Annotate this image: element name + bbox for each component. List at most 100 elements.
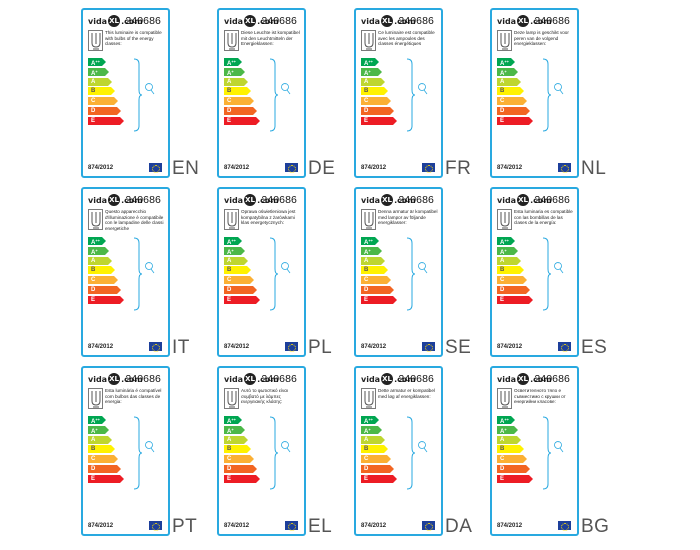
- energy-class-letter: E: [364, 475, 369, 482]
- model-number: 240686: [125, 194, 161, 206]
- energy-class-bar: A+: [361, 425, 382, 435]
- bracket-icon: [542, 58, 552, 132]
- bracket-icon: [406, 237, 416, 311]
- energy-label-el: vida XL .com 240686 Αυτό το φωτιστικό είνα…: [217, 366, 306, 536]
- brand-logo: vida XL .com: [497, 373, 552, 385]
- energy-class-bar: A+: [88, 425, 109, 435]
- energy-class-letter: A: [500, 70, 505, 77]
- energy-class-letter: A: [227, 249, 232, 256]
- energy-class-scale: A++ A+ A B C D E: [224, 58, 260, 127]
- energy-class-plus: ++: [95, 417, 101, 422]
- energy-class-letter: A: [91, 249, 96, 256]
- bracket-icon: [542, 416, 552, 490]
- energy-class-bar: A++: [88, 416, 106, 425]
- energy-class-bar: E: [497, 116, 533, 125]
- energy-class-letter: E: [364, 117, 369, 124]
- eu-flag-icon: [558, 521, 571, 531]
- energy-class-plus: ++: [95, 59, 101, 64]
- energy-class-bar: B: [497, 445, 524, 454]
- energy-class-letter: A: [91, 428, 96, 435]
- energy-class-letter: A: [227, 257, 232, 264]
- energy-class-bar: D: [224, 106, 257, 115]
- energy-class-bar: E: [88, 474, 124, 483]
- energy-class-bar: C: [88, 455, 118, 464]
- energy-class-bar: A+: [88, 67, 109, 77]
- energy-class-bar: E: [361, 295, 397, 304]
- energy-class-plus: +: [504, 68, 507, 74]
- energy-label-es: vida XL .com 240686 Esta luminaria es comp…: [490, 187, 579, 357]
- energy-class-letter: D: [227, 286, 232, 293]
- energy-class-letter: A: [227, 240, 232, 246]
- language-code: IT: [172, 337, 190, 358]
- energy-class-letter: B: [91, 88, 96, 95]
- energy-label-fr: vida XL .com 240686 Ce luminaire est compa…: [354, 8, 443, 178]
- eu-flag-icon: [285, 521, 298, 531]
- energy-class-letter: B: [364, 446, 369, 453]
- energy-class-letter: A: [364, 419, 369, 425]
- energy-class-letter: D: [91, 107, 96, 114]
- energy-class-bar: A: [88, 435, 112, 444]
- energy-class-letter: A: [91, 436, 96, 443]
- energy-class-letter: B: [364, 267, 369, 274]
- energy-class-letter: B: [91, 267, 96, 274]
- energy-class-bar: C: [88, 97, 118, 106]
- energy-class-letter: A: [500, 61, 505, 67]
- energy-class-letter: A: [364, 257, 369, 264]
- energy-class-bar: A++: [88, 58, 106, 67]
- energy-class-bar: A++: [224, 58, 242, 67]
- energy-class-bar: D: [497, 285, 530, 294]
- brand-logo: vida XL .com: [497, 194, 552, 206]
- lamp-icon: [224, 30, 239, 51]
- energy-class-bar: E: [361, 474, 397, 483]
- energy-class-letter: A: [500, 240, 505, 246]
- energy-class-letter: E: [227, 475, 232, 482]
- model-number: 240686: [125, 15, 161, 27]
- bulb-icon: [145, 83, 155, 95]
- energy-class-bar: B: [224, 87, 251, 96]
- compatibility-text: Αυτό το φωτιστικό είναι συμβατό με λάμπε…: [241, 388, 288, 404]
- bracket-icon: [269, 58, 279, 132]
- energy-class-bar: B: [361, 445, 388, 454]
- energy-class-bar: E: [361, 116, 397, 125]
- energy-class-letter: E: [91, 117, 96, 124]
- energy-class-bar: D: [224, 285, 257, 294]
- bulb-icon: [554, 262, 564, 274]
- regulation-number: 874/2012: [497, 344, 523, 350]
- energy-class-bar: D: [497, 464, 530, 473]
- lamp-icon: [497, 388, 512, 409]
- language-code: SE: [445, 337, 472, 358]
- energy-class-letter: B: [227, 446, 232, 453]
- energy-class-letter: A: [91, 240, 96, 246]
- lamp-icon: [497, 209, 512, 230]
- brand-logo: vida XL .com: [497, 15, 552, 27]
- lamp-icon: [88, 209, 103, 230]
- energy-class-bar: A++: [497, 58, 515, 67]
- energy-class-plus: +: [368, 426, 371, 432]
- language-code: PL: [308, 337, 333, 358]
- energy-class-bar: A++: [88, 237, 106, 246]
- energy-class-bar: E: [224, 474, 260, 483]
- eu-flag-icon: [422, 163, 435, 173]
- energy-class-letter: A: [91, 419, 96, 425]
- language-code: EN: [172, 158, 200, 179]
- regulation-number: 874/2012: [88, 344, 114, 350]
- energy-class-bar: A+: [361, 67, 382, 77]
- energy-class-letter: A: [364, 436, 369, 443]
- energy-class-letter: B: [227, 267, 232, 274]
- energy-class-plus: +: [95, 68, 98, 74]
- bulb-icon: [281, 441, 291, 453]
- energy-class-letter: C: [227, 98, 232, 105]
- compatibility-text: Dette armatur er kompatibel med løg af e…: [378, 388, 435, 399]
- energy-class-scale: A++ A+ A B C D E: [497, 237, 533, 306]
- model-number: 240686: [261, 373, 297, 385]
- bracket-icon: [133, 58, 143, 132]
- energy-class-letter: A: [500, 419, 505, 425]
- energy-class-letter: E: [500, 117, 505, 124]
- energy-class-plus: +: [95, 247, 98, 253]
- model-number: 240686: [398, 373, 434, 385]
- energy-class-plus: +: [368, 247, 371, 253]
- compatibility-text: Oprawa oświetleniowa jest kompatybilna z…: [241, 209, 296, 225]
- compatibility-text: This luminaire is compatible with bulbs …: [105, 30, 162, 46]
- energy-class-letter: B: [500, 88, 505, 95]
- language-code: NL: [581, 158, 607, 179]
